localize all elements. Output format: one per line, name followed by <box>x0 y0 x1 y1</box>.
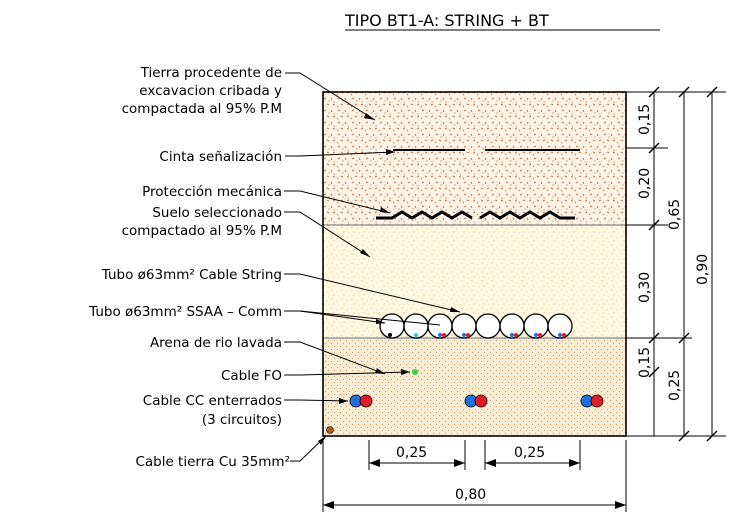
conduit-tube <box>475 313 501 339</box>
layer-river-sand <box>323 338 626 436</box>
cc-cable-circuit-3 <box>580 394 604 408</box>
label-cc-cables-line1: Cable CC enterrados <box>143 393 282 409</box>
label-selected-soil-line2: compactado al 95% P.M <box>122 223 282 239</box>
label-topsoil-line3: compactada al 95% P.M <box>122 101 282 117</box>
horizontal-dimension-arrows <box>323 459 626 509</box>
diagram-title: TIPO BT1-A: STRING + BT <box>344 11 549 30</box>
trench-outline <box>322 91 627 437</box>
layer-topsoil <box>323 92 626 225</box>
label-topsoil-line1: Tierra procedente de <box>140 65 282 81</box>
mechanical-protection <box>376 210 473 220</box>
ground-copper-cable <box>326 426 334 434</box>
vertical-dimension-lines <box>626 91 726 437</box>
conduit-inner-cables <box>388 333 566 337</box>
label-mechanical-protection: Protección mecánica <box>142 184 282 200</box>
cc-cable-circuit-1 <box>349 394 373 408</box>
leader-arrowheads <box>318 113 460 445</box>
dim-0-90: 0,90 <box>695 254 711 285</box>
horizontal-dimension-lines <box>322 440 627 512</box>
dim-0-65: 0,65 <box>667 199 683 230</box>
horizontal-dimension-labels: 0,25 0,25 0,80 <box>396 445 545 503</box>
label-topsoil-line2: excavacion cribada y <box>139 83 282 99</box>
label-selected-soil-line1: Suelo seleccionado <box>152 205 282 221</box>
dim-0-25-left: 0,25 <box>396 445 427 461</box>
label-ground-cable: Cable tierra Cu 35mm² <box>135 454 290 470</box>
dim-0-15-top: 0,15 <box>637 104 653 135</box>
dim-0-20: 0,20 <box>637 168 653 199</box>
label-fo-cable: Cable FO <box>221 368 282 384</box>
leader-lines <box>284 72 461 462</box>
conduit-tube <box>379 313 405 339</box>
conduit-row <box>379 313 573 339</box>
label-tube-ssaa: Tubo ø63mm² SSAA – Comm <box>88 304 282 320</box>
conduit-tube <box>547 313 573 339</box>
vertical-dimension-ticks <box>648 86 718 442</box>
dim-0-30: 0,30 <box>637 272 653 303</box>
label-tube-string: Tubo ø63mm² Cable String <box>101 267 282 283</box>
cc-cable-circuit-2 <box>464 394 488 408</box>
label-river-sand: Arena de rio lavada <box>150 335 282 351</box>
label-cc-cables-line2: (3 circuitos) <box>202 412 282 428</box>
dim-0-25-right: 0,25 <box>514 445 545 461</box>
mechanical-protection-2 <box>479 210 575 220</box>
label-warning-tape: Cinta señalización <box>159 149 282 165</box>
dim-0-15-bottom: 0,15 <box>637 347 653 378</box>
fo-cable <box>412 369 418 375</box>
dim-0-80: 0,80 <box>455 487 486 503</box>
dim-0-25-vertical: 0,25 <box>667 370 683 401</box>
vertical-dimension-labels: 0,15 0,20 0,65 0,30 0,90 0,15 0,25 <box>637 104 711 401</box>
